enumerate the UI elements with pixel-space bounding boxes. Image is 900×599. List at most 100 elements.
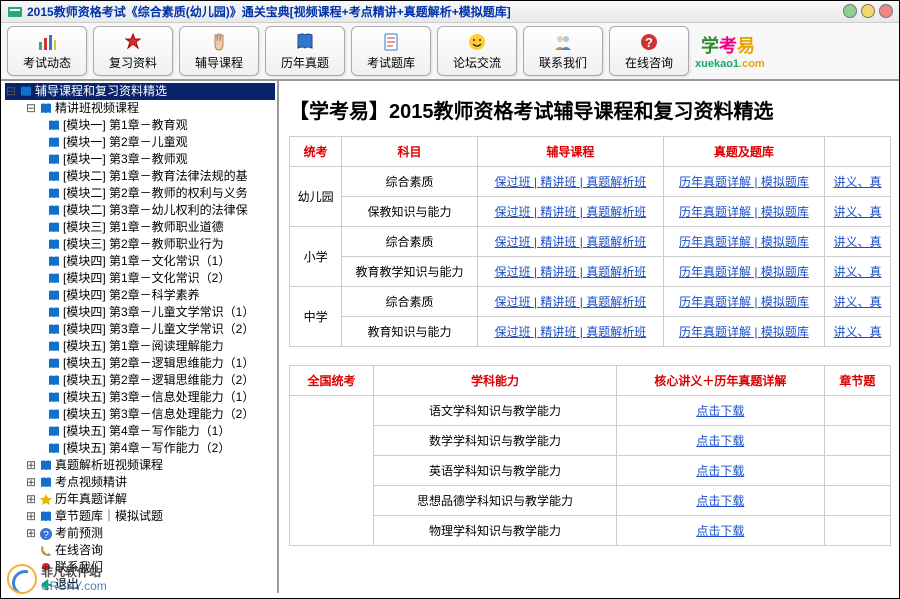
tree-video-item[interactable]: [模块三] 第1章－教师职业道德 [45, 219, 275, 236]
download-link[interactable]: 点击下载 [696, 404, 744, 418]
toolbar-badge-button[interactable]: 复习资料 [93, 26, 173, 76]
tree-label[interactable]: 在线咨询 [55, 542, 103, 559]
tree-video-item[interactable]: [模块五] 第4章－写作能力（2） [45, 440, 275, 457]
tree-video-item[interactable]: [模块一] 第2章－儿童观 [45, 134, 275, 151]
expand-icon[interactable]: ⊞ [25, 457, 37, 474]
course-link[interactable]: 保过班 [495, 205, 531, 219]
tree-item[interactable]: ⊞?考前预测 [25, 525, 275, 542]
toolbar-people-button[interactable]: 联系我们 [523, 26, 603, 76]
exam-link[interactable]: 历年真题详解 [679, 265, 751, 279]
course-link[interactable]: 精讲班 [531, 265, 577, 279]
course-link[interactable]: 真题解析班 [576, 205, 646, 219]
extra-link[interactable]: 讲义、真 [833, 325, 881, 339]
tree-label[interactable]: [模块四] 第3章－儿童文学常识（2） [63, 321, 254, 338]
exam-link[interactable]: 历年真题详解 [679, 235, 751, 249]
tree-item[interactable]: ⊞ 章节题库｜模拟试题 [25, 508, 275, 525]
tree-video-item[interactable]: [模块四] 第2章－科学素养 [45, 287, 275, 304]
tree-video-item[interactable]: [模块五] 第3章－信息处理能力（2） [45, 406, 275, 423]
tree-label[interactable]: [模块五] 第3章－信息处理能力（1） [63, 389, 254, 406]
extra-link[interactable]: 讲义、真 [833, 175, 881, 189]
download-link[interactable]: 点击下载 [696, 494, 744, 508]
tree-label[interactable]: [模块五] 第3章－信息处理能力（2） [63, 406, 254, 423]
exam-link[interactable]: 模拟题库 [751, 295, 809, 309]
tree-video-item[interactable]: [模块三] 第2章－教师职业行为 [45, 236, 275, 253]
tree-label[interactable]: [模块一] 第3章－教师观 [63, 151, 188, 168]
tree-videos-node[interactable]: ⊟精讲班视频课程 [25, 100, 275, 117]
tree-label[interactable]: 辅导课程和复习资料精选 [35, 83, 167, 100]
tree-label[interactable]: 考前预测 [55, 525, 103, 542]
minimize-button[interactable] [843, 4, 857, 18]
tree-video-item[interactable]: [模块四] 第3章－儿童文学常识（1） [45, 304, 275, 321]
tree-label[interactable]: [模块四] 第3章－儿童文学常识（1） [63, 304, 254, 321]
tree-video-item[interactable]: [模块四] 第3章－儿童文学常识（2） [45, 321, 275, 338]
tree-label[interactable]: 章节题库｜模拟试题 [55, 508, 163, 525]
tree-label[interactable]: 真题解析班视频课程 [55, 457, 163, 474]
course-link[interactable]: 精讲班 [531, 175, 577, 189]
tree-video-item[interactable]: [模块五] 第3章－信息处理能力（1） [45, 389, 275, 406]
tree-item[interactable]: ⊞ 考点视频精讲 [25, 474, 275, 491]
extra-link[interactable]: 讲义、真 [833, 295, 881, 309]
exam-link[interactable]: 模拟题库 [751, 235, 809, 249]
course-link[interactable]: 真题解析班 [576, 325, 646, 339]
tree-video-item[interactable]: [模块二] 第2章－教师的权利与义务 [45, 185, 275, 202]
exam-link[interactable]: 历年真题详解 [679, 205, 751, 219]
tree-label[interactable]: [模块五] 第2章－逻辑思维能力（1） [63, 355, 254, 372]
download-link[interactable]: 点击下载 [696, 524, 744, 538]
exam-link[interactable]: 模拟题库 [751, 205, 809, 219]
download-link[interactable]: 点击下载 [696, 434, 744, 448]
tree-item[interactable]: ⊞ 真题解析班视频课程 [25, 457, 275, 474]
exam-link[interactable]: 模拟题库 [751, 265, 809, 279]
tree-label[interactable]: [模块四] 第1章－文化常识（2） [63, 270, 230, 287]
close-button[interactable] [879, 4, 893, 18]
collapse-icon[interactable]: ⊟ [25, 100, 37, 117]
tree-label[interactable]: [模块一] 第1章－教育观 [63, 117, 188, 134]
expand-icon[interactable]: ⊞ [25, 525, 37, 542]
expand-icon[interactable]: ⊞ [25, 508, 37, 525]
course-link[interactable]: 真题解析班 [576, 235, 646, 249]
tree-label[interactable]: [模块三] 第2章－教师职业行为 [63, 236, 224, 253]
tree-label[interactable]: [模块五] 第1章－阅读理解能力 [63, 338, 224, 355]
toolbar-question-button[interactable]: ?在线咨询 [609, 26, 689, 76]
tree-label[interactable]: [模块五] 第2章－逻辑思维能力（2） [63, 372, 254, 389]
tree-label[interactable]: [模块五] 第4章－写作能力（1） [63, 423, 230, 440]
tree-label[interactable]: [模块四] 第2章－科学素养 [63, 287, 200, 304]
extra-link[interactable]: 讲义、真 [833, 205, 881, 219]
nav-tree[interactable]: ⊟辅导课程和复习资料精选⊟精讲班视频课程[模块一] 第1章－教育观[模块一] 第… [1, 81, 279, 593]
tree-label[interactable]: [模块二] 第1章－教育法律法规的基 [63, 168, 248, 185]
toolbar-test-button[interactable]: 考试题库 [351, 26, 431, 76]
exam-link[interactable]: 历年真题详解 [679, 325, 751, 339]
tree-video-item[interactable]: [模块五] 第4章－写作能力（1） [45, 423, 275, 440]
maximize-button[interactable] [861, 4, 875, 18]
tree-item[interactable]: 在线咨询 [25, 542, 275, 559]
tree-label[interactable]: [模块三] 第1章－教师职业道德 [63, 219, 224, 236]
course-link[interactable]: 精讲班 [531, 205, 577, 219]
collapse-icon[interactable]: ⊟ [5, 83, 17, 100]
course-link[interactable]: 真题解析班 [576, 265, 646, 279]
tree-label[interactable]: [模块一] 第2章－儿童观 [63, 134, 188, 151]
tree-label[interactable]: [模块四] 第1章－文化常识（1） [63, 253, 230, 270]
course-link[interactable]: 精讲班 [531, 325, 577, 339]
expand-icon[interactable]: ⊞ [25, 474, 37, 491]
tree-label[interactable]: 历年真题详解 [55, 491, 127, 508]
course-link[interactable]: 精讲班 [531, 295, 577, 309]
course-link[interactable]: 保过班 [495, 175, 531, 189]
course-link[interactable]: 保过班 [495, 325, 531, 339]
toolbar-smile-button[interactable]: 论坛交流 [437, 26, 517, 76]
course-link[interactable]: 保过班 [495, 265, 531, 279]
tree-video-item[interactable]: [模块一] 第1章－教育观 [45, 117, 275, 134]
exam-link[interactable]: 历年真题详解 [679, 175, 751, 189]
toolbar-chart-button[interactable]: 考试动态 [7, 26, 87, 76]
tree-video-item[interactable]: [模块二] 第1章－教育法律法规的基 [45, 168, 275, 185]
tree-video-item[interactable]: [模块二] 第3章－幼儿权利的法律保 [45, 202, 275, 219]
extra-link[interactable]: 讲义、真 [833, 235, 881, 249]
extra-link[interactable]: 讲义、真 [833, 265, 881, 279]
tree-root-node[interactable]: ⊟ 辅导课程和复习资料精选 [5, 83, 275, 100]
tree-video-item[interactable]: [模块一] 第3章－教师观 [45, 151, 275, 168]
exam-link[interactable]: 历年真题详解 [679, 295, 751, 309]
course-link[interactable]: 精讲班 [531, 235, 577, 249]
expand-icon[interactable]: ⊞ [25, 491, 37, 508]
exam-link[interactable]: 模拟题库 [751, 325, 809, 339]
tree-video-item[interactable]: [模块四] 第1章－文化常识（1） [45, 253, 275, 270]
tree-label[interactable]: 考点视频精讲 [55, 474, 127, 491]
course-link[interactable]: 保过班 [495, 295, 531, 309]
